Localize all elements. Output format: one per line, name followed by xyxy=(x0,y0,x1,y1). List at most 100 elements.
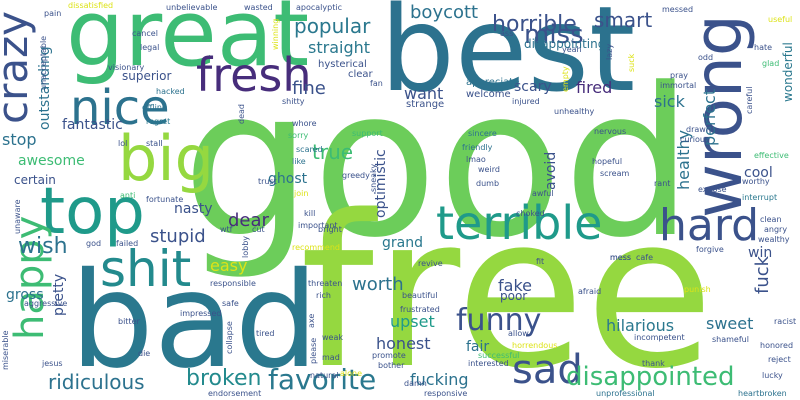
word-safe: safe xyxy=(222,299,239,308)
word-lucky: lucky xyxy=(762,371,783,380)
word-kill: kill xyxy=(304,209,316,218)
word-frustrated: frustrated xyxy=(400,305,440,314)
word-beautiful: beautiful xyxy=(402,291,438,300)
word-pretty: pretty xyxy=(51,273,67,316)
word-superior: superior xyxy=(122,69,172,83)
word-ridiculous: ridiculous xyxy=(48,370,145,394)
word-suck: suck xyxy=(627,53,636,72)
word-crazy: crazy xyxy=(0,11,37,124)
word-fit: fit xyxy=(536,257,545,266)
word-ghost: ghost xyxy=(268,171,308,187)
word-alone: alone xyxy=(340,369,363,378)
word-hate: hate xyxy=(754,43,773,52)
word-fucking: fucking xyxy=(410,370,469,389)
word-stall: stall xyxy=(146,139,163,148)
word-useful: useful xyxy=(768,15,793,24)
word-hard: hard xyxy=(659,200,760,251)
word-racist: racist xyxy=(774,317,797,326)
word-appreciate: appreciate xyxy=(466,77,520,88)
word-impressed: impressed xyxy=(180,309,222,318)
word-trust: trust xyxy=(258,177,277,186)
word-apocalyptic: apocalyptic xyxy=(296,3,342,12)
word-want: want xyxy=(404,84,444,103)
word-fantastic: fantastic xyxy=(62,117,123,133)
word-interested: interested xyxy=(468,359,509,368)
word-certain: certain xyxy=(14,173,56,187)
word-miserable: miserable xyxy=(1,330,10,370)
word-anti: anti xyxy=(120,191,136,200)
word-shameful: shameful xyxy=(712,335,749,344)
word-wonderful: wonderful xyxy=(781,42,795,102)
word-upset: upset xyxy=(390,312,435,331)
word-responsive: responsive xyxy=(424,389,468,398)
word-rich: rich xyxy=(316,291,331,300)
word-dead: dead xyxy=(237,104,246,124)
word-fresh: fresh xyxy=(196,48,312,102)
word-drawn: drawn xyxy=(686,125,711,134)
word-punish: punish xyxy=(684,285,711,294)
word-wish: wish xyxy=(18,234,68,259)
word-whore: whore xyxy=(292,119,317,128)
word-yeah: yeah xyxy=(562,45,582,54)
word-easy: easy xyxy=(210,256,248,275)
word-sad: sad xyxy=(512,347,583,393)
word-unacceptable: unacceptable xyxy=(39,35,48,90)
word-free: free xyxy=(300,170,715,400)
word-pain: pain xyxy=(44,9,62,18)
word-disappointing: disappointing xyxy=(524,37,606,51)
word-bad: bad xyxy=(70,244,319,398)
word-join: join xyxy=(294,189,309,198)
word-horrible: horrible xyxy=(492,12,577,37)
word-expose: expose xyxy=(698,185,727,194)
word-axe: axe xyxy=(307,313,316,328)
word-poor: poor xyxy=(500,289,528,303)
word-weak: weak xyxy=(322,333,343,342)
word-angry: angry xyxy=(764,225,788,234)
word-weird: weird xyxy=(478,165,500,174)
word-winning: winning xyxy=(271,18,280,50)
word-lmao: lmao xyxy=(466,155,486,164)
word-hysterical: hysterical xyxy=(318,59,367,70)
word-immortal: immortal xyxy=(660,81,697,90)
word-dumb: dumb xyxy=(476,179,500,188)
word-visionary: visionary xyxy=(108,63,145,72)
word-clear: clear xyxy=(348,69,373,80)
word-wealthy: wealthy xyxy=(758,235,790,244)
word-jesus: jesus xyxy=(42,359,63,368)
word-injured: injured xyxy=(512,97,540,106)
word-nervous: nervous xyxy=(594,127,627,136)
word-miss: miss xyxy=(524,20,584,50)
word-careful: careful xyxy=(745,86,754,114)
word-odd: odd xyxy=(698,53,714,62)
word-scary: scary xyxy=(514,79,552,95)
word-bitter: bitter xyxy=(118,317,140,326)
word-big: big xyxy=(118,122,214,195)
word-like: like xyxy=(292,157,306,166)
word-grand: grand xyxy=(382,235,423,251)
word-welcome: welcome xyxy=(466,89,511,100)
word-dear: dear xyxy=(228,210,269,231)
word-awful: awful xyxy=(532,189,554,198)
word-fan: fan xyxy=(370,79,383,88)
word-unaware: unaware xyxy=(13,199,22,234)
word-top: top xyxy=(40,175,145,249)
word-funny: funny xyxy=(456,303,542,338)
word-straight: straight xyxy=(308,38,371,57)
word-wtf: wtf xyxy=(220,225,233,234)
word-empty: empty xyxy=(561,66,570,92)
word-great: great xyxy=(66,0,310,87)
word-worthy: worthy xyxy=(742,177,770,186)
word-offline: offline xyxy=(142,103,167,112)
word-god: god xyxy=(86,239,102,248)
word-good: good xyxy=(182,45,694,283)
word-shit: shit xyxy=(100,240,192,298)
word-cool: cool xyxy=(744,165,773,181)
word-lazy: lazy xyxy=(605,43,614,60)
word-curious: curious xyxy=(680,135,710,144)
word-heartbroken: heartbroken xyxy=(738,389,787,398)
word-thank: thank xyxy=(642,359,665,368)
word-scared: scared xyxy=(296,145,323,154)
word-rant: rant xyxy=(654,179,671,188)
word-natural: natural xyxy=(310,371,339,380)
